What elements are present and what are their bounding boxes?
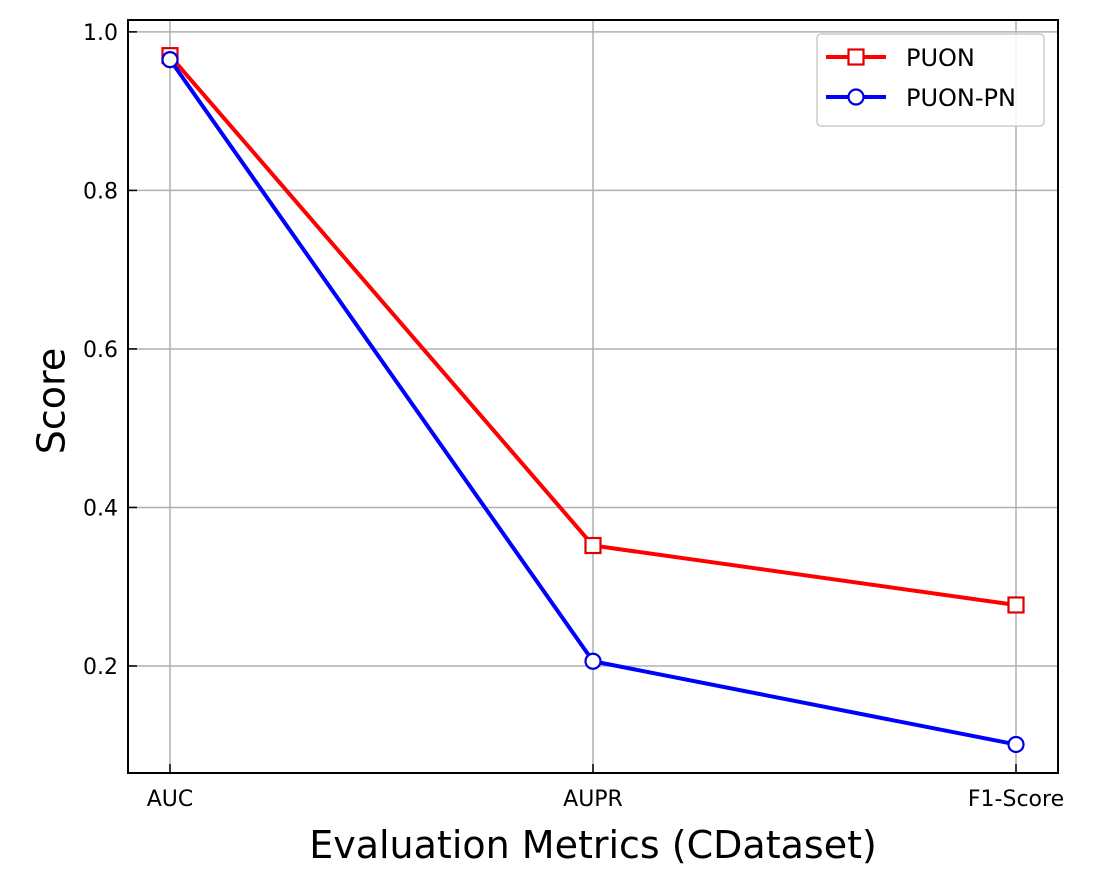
series-puon-pn [161,51,1025,754]
y-tick-label: 0.2 [83,655,118,680]
y-tick-label: 1.0 [83,21,118,46]
grid-lines [128,20,1058,773]
legend-item: PUON [826,44,975,72]
data-point [584,652,602,670]
y-axis-title: Score [30,348,74,454]
series-layer [161,47,1025,754]
legend-label: PUON [906,44,975,72]
axis-ticks: AUC AUPR F1-Score 0.2 0.4 0.6 0.8 1.0 [83,21,1064,812]
legend-label: PUON-PN [906,84,1016,112]
data-point [161,51,179,69]
x-tick-label: F1-Score [968,787,1064,812]
y-tick-label: 0.8 [83,179,118,204]
data-point [1007,596,1025,614]
x-axis-title: Evaluation Metrics (CDataset) [309,823,877,867]
legend-item: PUON-PN [826,84,1016,112]
legend-marker [847,88,865,106]
legend-marker [847,48,865,66]
y-tick-label: 0.4 [83,496,118,521]
data-point [584,536,602,555]
x-tick-label: AUC [147,787,194,812]
legend: PUON PUON-PN [816,33,1045,127]
y-tick-label: 0.6 [83,338,118,363]
x-tick-label: AUPR [563,787,623,812]
data-point [1007,735,1025,754]
